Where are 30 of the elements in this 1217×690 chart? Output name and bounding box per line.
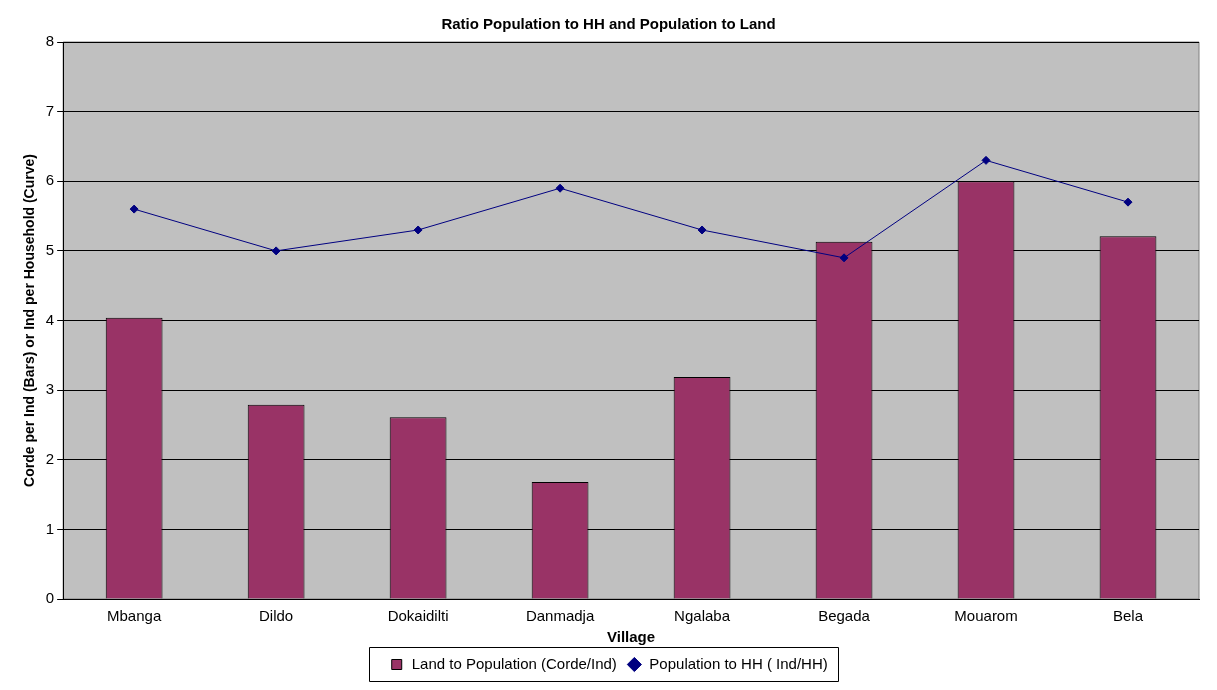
x-tick-label: Danmadja [525,607,595,625]
y-tick-label: 2 [45,449,55,467]
point [555,183,565,193]
y-tick-label: 6 [45,171,55,189]
y-tick-label: 3 [45,380,55,398]
x-tick-label: Mouarom [954,607,1018,625]
x-tick-label: Mbanga [107,607,162,625]
x-tick-label: Dokaidilti [387,607,449,625]
x-tick-label: Begada [818,607,871,625]
point [697,225,707,235]
y-axis-title: Corde per Ind (Bars) or Ind per Household (Curve) [21,154,38,487]
y-tick-label: 5 [45,241,55,259]
legend-label: Population to HH ( Ind/HH) [649,654,828,672]
y-tick-label: 4 [45,310,55,328]
chart-title: Ratio Population to HH and Population to Land [441,15,776,33]
legend-label: Land to Population (Corde/Ind) [411,654,617,672]
point [271,246,281,256]
y-tick-label: 7 [45,101,55,119]
point [413,225,423,235]
point [129,204,139,214]
x-tick-label: Ngalaba [674,607,731,625]
y-tick-label: 8 [45,32,55,50]
x-tick-label: Dildo [259,607,294,625]
point [839,253,849,263]
y-tick-label: 1 [45,519,55,537]
point [981,155,991,165]
y-tick-label: 0 [45,589,55,607]
x-axis-title: Village [607,628,656,646]
point [1123,197,1133,207]
x-tick-label: Bela [1112,607,1144,625]
